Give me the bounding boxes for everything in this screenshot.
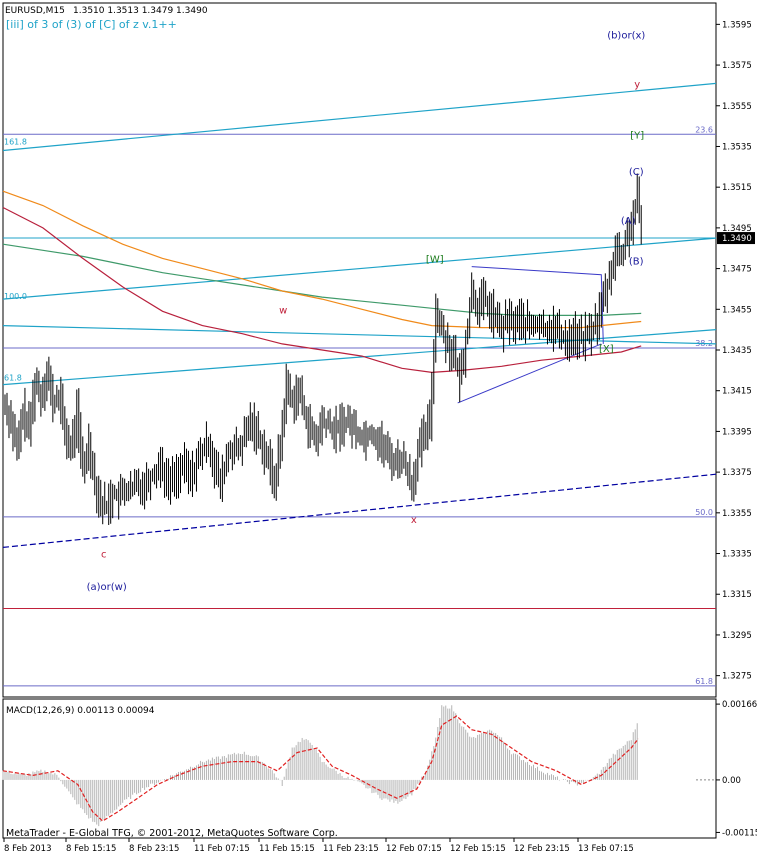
x-tick-label: 12 Feb 07:15 (386, 844, 442, 854)
y-tick-label: 1.3495 (722, 224, 752, 234)
moving-average-orange (2, 190, 642, 329)
fib-left-label: 61.8 (4, 374, 22, 383)
price-candles (2, 173, 642, 525)
fib-level-label: 50.0 (695, 508, 713, 517)
y-tick-label: 1.3435 (722, 346, 752, 356)
y-tick-label: 1.3455 (722, 305, 752, 315)
wave-label: y (634, 79, 640, 90)
y-tick-label: 1.3355 (722, 509, 752, 519)
y-tick-label: 1.3515 (722, 183, 752, 193)
x-tick-label: 12 Feb 23:15 (514, 844, 570, 854)
y-tick-label: 1.3335 (722, 550, 752, 560)
y-tick-label: 1.3475 (722, 265, 752, 275)
y-tick-label: 1.3315 (722, 590, 752, 600)
channel-line (471, 266, 604, 344)
macd-y-tick-label: -0.00115 (722, 828, 757, 838)
macd-y-tick-label: 0.00166 (722, 700, 757, 710)
x-tick-label: 12 Feb 15:15 (450, 844, 506, 854)
macd-signal-line (2, 715, 639, 822)
current-price-tag (717, 232, 755, 245)
chart-subtitle: [iii] of 3 of (3) of [C] of z v.1++ (6, 18, 177, 31)
wave-label: (b)or(x) (607, 31, 645, 42)
y-tick-label: 1.3535 (722, 142, 752, 152)
x-tick-label: 13 Feb 07:15 (578, 844, 634, 854)
wave-label: (a)or(w) (87, 582, 127, 593)
x-tick-label: 11 Feb 15:15 (259, 844, 315, 854)
copyright-text: MetaTrader - E-Global TFG, © 2001-2012, … (6, 828, 338, 839)
chart-symbol-title: EURUSD,M15 (5, 6, 65, 16)
x-tick-label: 8 Feb 23:15 (129, 844, 179, 854)
y-tick-label: 1.3555 (722, 102, 752, 112)
y-tick-label: 1.3415 (722, 387, 752, 397)
wave-label: [W] (426, 254, 444, 265)
wave-label: [Y] (630, 130, 644, 141)
macd-indicator: 0.00166 0.00 -0.00115 (2, 700, 757, 838)
wave-label: (A) (621, 216, 636, 227)
wave-label: c (101, 550, 107, 561)
wave-label: w (279, 305, 287, 316)
trend-line (2, 82, 717, 152)
y-tick-label: 1.3375 (722, 468, 752, 478)
wave-label: (B) (629, 257, 644, 268)
wave-label: (C) (629, 167, 644, 178)
fib-level-label: 23.6 (695, 125, 713, 134)
chart-ohlc-values: 1.3510 1.3513 1.3479 1.3490 (73, 6, 208, 16)
y-tick-label: 1.3275 (722, 672, 752, 682)
trend-line (2, 237, 717, 300)
macd-y-tick-label: 0.00 (722, 776, 741, 786)
fib-level-label: 61.8 (695, 677, 713, 686)
x-tick-label: 11 Feb 23:15 (323, 844, 379, 854)
current-price-label: 1.3490 (722, 234, 752, 244)
y-tick-label: 1.3595 (722, 20, 752, 30)
support-line (2, 473, 717, 548)
x-tick-label: 11 Feb 07:15 (194, 844, 250, 854)
macd-title: MACD(12,26,9) 0.00113 0.00094 (6, 706, 155, 716)
macd-panel-frame (2, 698, 717, 839)
moving-average-green (2, 243, 642, 316)
y-tick-label: 1.3395 (722, 427, 752, 437)
wave-label: [X] (599, 344, 614, 355)
x-tick-label: 8 Feb 15:15 (66, 844, 116, 854)
x-tick-label: 8 Feb 2013 (4, 844, 52, 854)
y-tick-label: 1.3295 (722, 631, 752, 641)
y-tick-label: 1.3575 (722, 61, 752, 71)
wave-labels: (b)or(x) y [Y] (C) (A) (B) [W] [X] w x c (a)or(w) (87, 31, 646, 594)
time-x-axis: 8 Feb 2013 8 Feb 15:15 8 Feb 23:15 11 Feb 0… (3, 838, 634, 854)
fib-left-label: 100.0 (4, 292, 27, 301)
moving-average-red (2, 206, 642, 374)
price-y-axis: 1.35951.35751.35551.35351.35151.34951.34… (716, 20, 755, 682)
wave-label: x (411, 515, 417, 526)
fib-left-label: 161.8 (4, 137, 27, 146)
